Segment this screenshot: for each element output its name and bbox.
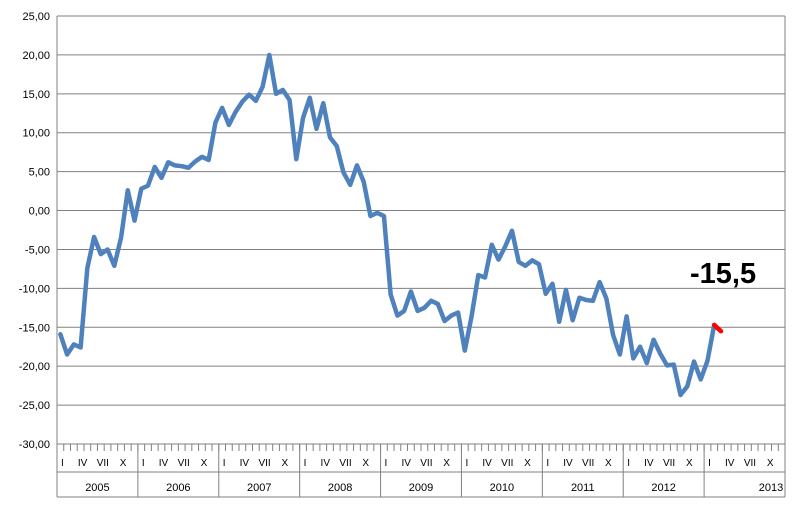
y-tick-label: 10,00 — [22, 128, 50, 140]
x-month-label: I — [385, 458, 388, 469]
x-year-label: 2009 — [409, 482, 433, 494]
x-month-label: VII — [178, 458, 190, 469]
y-tick-label: 15,00 — [22, 89, 50, 101]
x-month-label: VII — [663, 458, 675, 469]
last-value-annotation: -15,5 — [690, 258, 756, 290]
x-month-label: IV — [78, 458, 88, 469]
x-axis: I IV VII X I IV VII X I IV VII X I IV VII X I IV VII X I IV VI… — [56, 444, 786, 497]
x-month-label: I — [627, 458, 630, 469]
x-month-label: X — [120, 458, 127, 469]
x-month-label: IV — [321, 458, 331, 469]
x-month-label: X — [767, 458, 774, 469]
y-tick-label: -15,00 — [19, 322, 50, 334]
x-month-label: X — [362, 458, 369, 469]
x-month-label: X — [686, 458, 693, 469]
x-month-label: I — [142, 458, 145, 469]
y-tick-label: -25,00 — [19, 400, 50, 412]
x-month-label: X — [282, 458, 289, 469]
y-tick-label: -5,00 — [25, 244, 50, 256]
x-year-label: 2008 — [328, 482, 352, 494]
x-year-label: 2012 — [651, 482, 675, 494]
y-tick-label: 0,00 — [29, 206, 50, 218]
y-tick-label: -20,00 — [19, 361, 50, 373]
x-month-label: VII — [339, 458, 351, 469]
x-month-label: IV — [482, 458, 492, 469]
x-year-label: 2013 — [759, 482, 783, 494]
x-month-label: X — [201, 458, 208, 469]
x-month-label: IV — [725, 458, 735, 469]
x-month-label: VII — [420, 458, 432, 469]
x-month-label: VII — [258, 458, 270, 469]
x-month-label: X — [605, 458, 612, 469]
x-year-label: 2005 — [85, 482, 109, 494]
x-month-label: VII — [97, 458, 109, 469]
series-line — [58, 52, 724, 398]
x-month-label: VII — [744, 458, 756, 469]
y-tick-label: -10,00 — [19, 283, 50, 295]
x-year-label: 2007 — [247, 482, 271, 494]
series-line-last-segment — [711, 322, 724, 334]
x-month-label: VII — [501, 458, 513, 469]
x-month-label: X — [443, 458, 450, 469]
x-month-label: VII — [582, 458, 594, 469]
x-month-label: X — [524, 458, 531, 469]
x-month-label: I — [61, 458, 64, 469]
x-month-label: I — [304, 458, 307, 469]
x-month-label: IV — [644, 458, 654, 469]
y-axis-tick-labels: 25,00 20,00 15,00 10,00 5,00 0,00 -5,00 -10,00 -… — [19, 11, 50, 451]
x-month-label: I — [465, 458, 468, 469]
x-month-label: I — [708, 458, 711, 469]
x-month-label: IV — [563, 458, 573, 469]
y-tick-label: -30,00 — [19, 439, 50, 451]
gridlines — [56, 15, 786, 498]
x-month-label: IV — [159, 458, 169, 469]
series-line-main — [58, 52, 717, 398]
x-year-label: 2010 — [490, 482, 514, 494]
x-month-label: I — [223, 458, 226, 469]
x-month-label: I — [546, 458, 549, 469]
x-month-label: IV — [240, 458, 250, 469]
x-year-label: 2011 — [571, 482, 595, 494]
y-tick-label: 5,00 — [29, 167, 50, 179]
y-tick-label: 25,00 — [22, 11, 50, 23]
y-tick-label: 20,00 — [22, 50, 50, 62]
x-year-label: 2006 — [166, 482, 190, 494]
x-month-label: IV — [401, 458, 411, 469]
